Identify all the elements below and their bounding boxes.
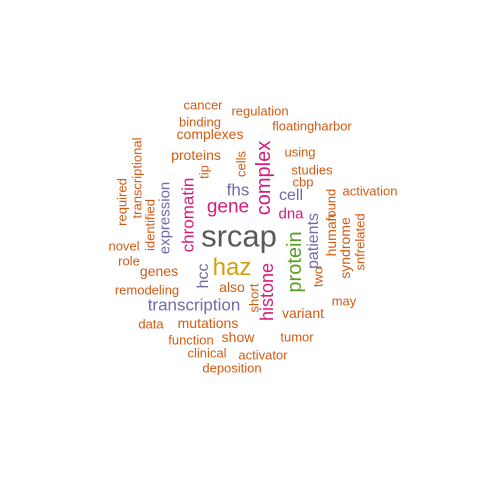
word-cbp: cbp [292,174,314,190]
word-gene: gene [206,196,250,218]
word-floatingharbor: floatingharbor [272,118,352,134]
word-complexes: complexes [176,126,244,142]
word-dna: dna [278,205,304,223]
word-syndrome: syndrome [337,217,353,279]
word-role: role [118,253,140,269]
word-fhs: fhs [226,180,250,200]
word-may: may [331,293,357,309]
word-found: found [323,188,339,222]
word-genes: genes [139,263,179,279]
word-activator: activator [238,347,288,363]
word-regulation: regulation [231,103,289,119]
word-two: two [310,266,326,288]
word-srcap: srcap [201,218,277,254]
word-also: also [219,279,245,295]
word-protein: protein [284,231,306,293]
word-function: function [168,332,214,348]
word-expression: expression [156,181,174,255]
word-deposition: deposition [202,360,262,376]
word-mutations: mutations [177,315,239,331]
word-identified: identified [142,198,158,252]
word-tip: tip [196,165,212,179]
word-required: required [114,178,130,226]
word-remodeling: remodeling [114,282,180,298]
word-transcriptional: transcriptional [129,137,145,219]
word-activation: activation [342,183,398,199]
word-snfrelated: snfrelated [352,213,368,271]
word-complex: complex [253,140,275,216]
word-variant: variant [281,305,325,321]
word-binding: binding [179,114,221,130]
word-haz: haz [212,254,252,281]
word-clinical: clinical [187,345,227,361]
word-tumor: tumor [280,329,314,345]
word-cancer: cancer [183,97,223,113]
word-transcription: transcription [147,295,241,315]
word-hcc: hcc [195,263,212,289]
word-patients: patients [305,212,322,270]
word-show: show [221,329,255,345]
word-cells: cells [233,150,249,178]
word-data: data [138,316,164,332]
word-cell: cell [278,187,304,204]
word-chromatin: chromatin [178,177,198,253]
word-proteins: proteins [171,147,221,163]
word-studies: studies [291,162,333,178]
word-using: using [284,144,316,160]
word-short: short [246,283,262,313]
word-novel: novel [108,238,140,254]
